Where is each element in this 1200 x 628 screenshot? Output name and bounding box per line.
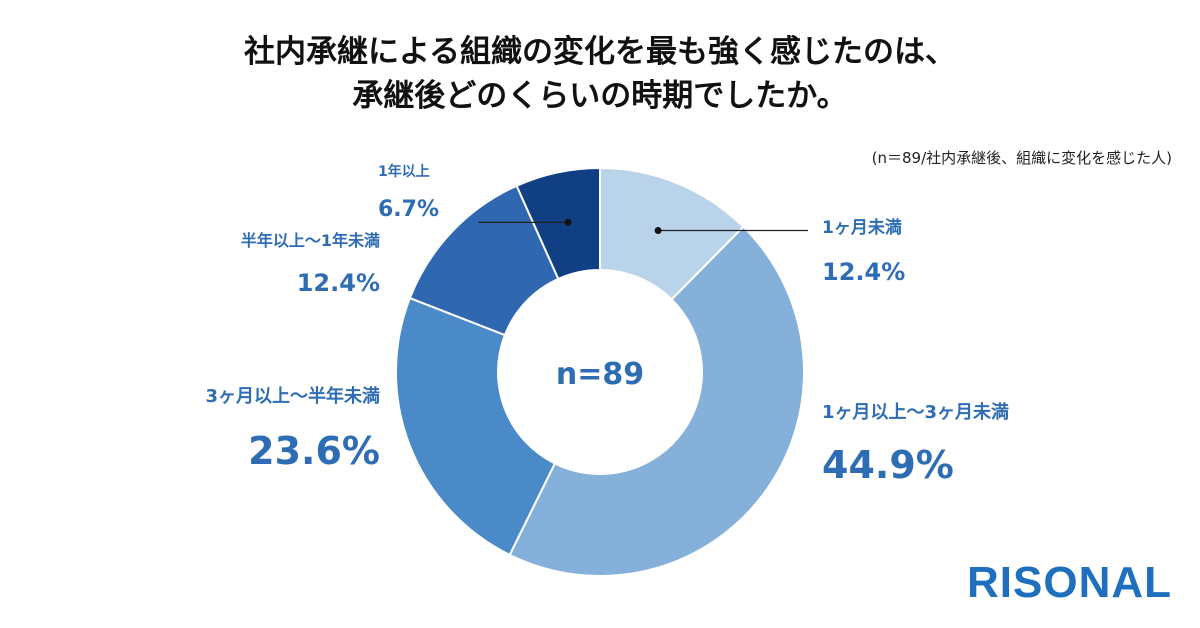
risonal-logo: RISONAL xyxy=(967,558,1172,607)
chart-title: 社内承継による組織の変化を最も強く感じたのは、 承継後どのくらいの時期でしたか。 xyxy=(0,30,1200,118)
slice-5 xyxy=(515,166,601,281)
slice-label-3: 3ヶ月以上〜半年未満 xyxy=(205,385,380,407)
sample-note: (n＝89/社内承継後、組織に変化を感じた人) xyxy=(871,149,1172,167)
slice-labels: 1ヶ月未満 12.4% 1ヶ月以上〜3ヶ月未満 44.9% 3ヶ月以上〜半年未満 23.6… xyxy=(205,163,1009,487)
slice-label-1: 1ヶ月未満 xyxy=(822,217,902,238)
donut-slices xyxy=(395,166,805,578)
chart-title-line-1: 社内承継による組織の変化を最も強く感じたのは、 xyxy=(243,34,957,70)
slice-label-2: 1ヶ月以上〜3ヶ月未満 xyxy=(822,401,1009,423)
chart-title-line-2: 承継後どのくらいの時期でしたか。 xyxy=(352,78,848,114)
slice-value-4: 12.4% xyxy=(297,269,380,297)
slice-value-1: 12.4% xyxy=(822,258,905,286)
slice-label-4: 半年以上〜1年未満 xyxy=(241,231,380,250)
leader-dot-1 xyxy=(654,226,662,234)
slice-value-5: 6.7% xyxy=(378,197,439,222)
slice-value-2: 44.9% xyxy=(822,443,954,487)
center-label: n=89 xyxy=(556,357,644,392)
leader-lines xyxy=(478,218,808,234)
slice-2 xyxy=(508,225,805,578)
leader-dot-5 xyxy=(564,218,572,226)
slice-3 xyxy=(395,296,557,557)
slice-value-3: 23.6% xyxy=(248,429,380,473)
slice-label-5: 1年以上 xyxy=(378,163,430,180)
